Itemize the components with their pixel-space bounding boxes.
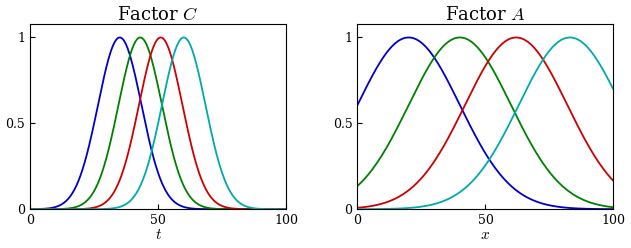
Title: Factor $C$: Factor $C$ (117, 5, 199, 24)
Title: Factor $A$: Factor $A$ (445, 5, 526, 24)
X-axis label: $t$: $t$ (155, 228, 162, 243)
X-axis label: $x$: $x$ (480, 228, 490, 243)
